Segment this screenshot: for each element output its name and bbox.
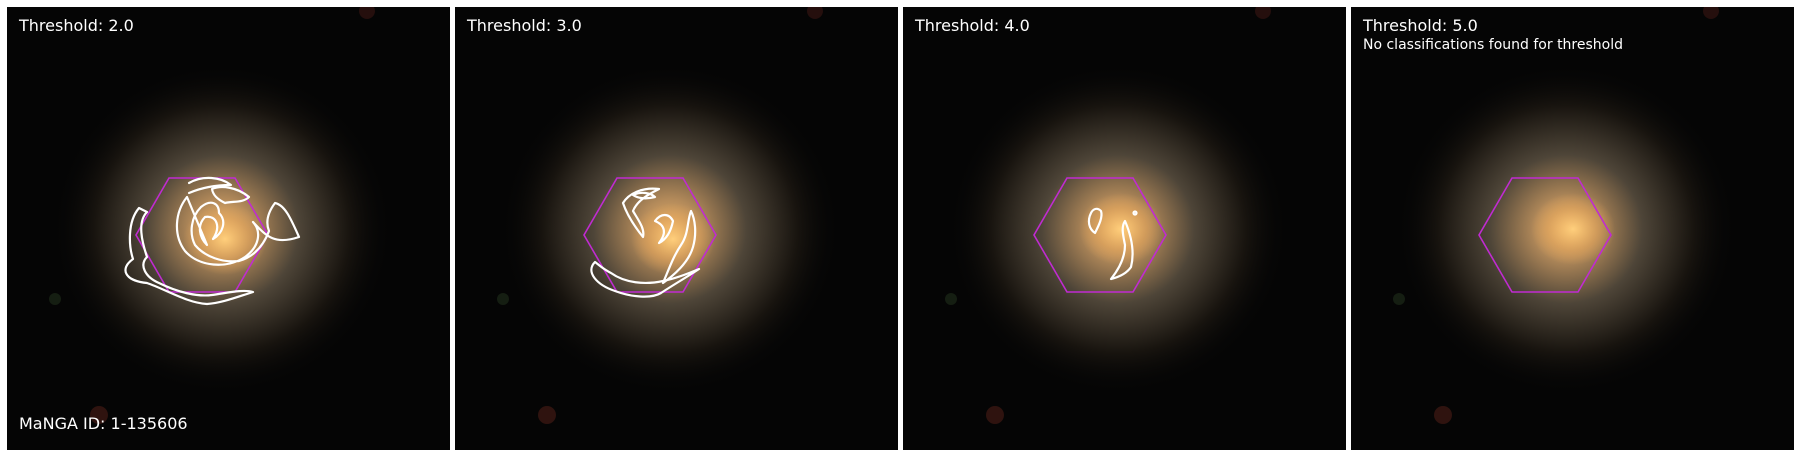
galaxy-image	[903, 7, 1346, 450]
contour-lines	[590, 187, 701, 298]
threshold-label: Threshold: 2.0	[19, 16, 134, 35]
galaxy-image	[7, 7, 450, 450]
contour-lines	[124, 176, 301, 306]
contour-lines	[1087, 207, 1138, 281]
hexagon-outline	[1478, 177, 1612, 293]
panel-threshold-3: Threshold: 3.0	[455, 7, 898, 450]
hexagon-outline	[583, 177, 717, 293]
manga-id-label: MaNGA ID: 1-135606	[19, 414, 188, 433]
panel-threshold-4: Threshold: 4.0	[903, 7, 1346, 450]
panel-threshold-5: Threshold: 5.0 No classifications found …	[1351, 7, 1794, 450]
threshold-label: Threshold: 3.0	[467, 16, 582, 35]
no-classifications-note: No classifications found for threshold	[1363, 37, 1623, 53]
threshold-label: Threshold: 4.0	[915, 16, 1030, 35]
galaxy-image	[455, 7, 898, 450]
panel-threshold-2: Threshold: 2.0 MaNGA ID: 1-135606	[7, 7, 450, 450]
galaxy-image	[1351, 7, 1794, 450]
hexagon-outline	[1033, 177, 1167, 293]
threshold-label: Threshold: 5.0	[1363, 16, 1478, 35]
